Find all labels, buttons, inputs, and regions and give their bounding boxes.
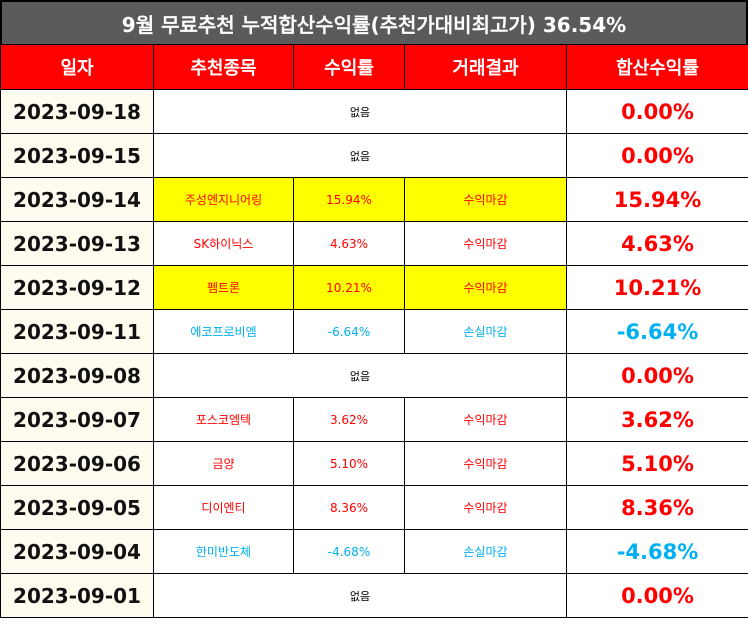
table-row: 2023-09-04 한미반도체 -4.68% 손실마감 -4.68% (0, 529, 748, 574)
date-cell: 2023-09-05 (0, 485, 154, 530)
date-cell: 2023-09-07 (0, 397, 154, 442)
rate-cell: -6.64% (293, 309, 405, 354)
rate-cell: 5.10% (293, 441, 405, 486)
result-cell: 수익마감 (404, 177, 567, 222)
header-stock: 추천종목 (153, 44, 294, 90)
stock-cell: 에코프로비엠 (153, 309, 294, 354)
result-cell: 수익마감 (404, 441, 567, 486)
table-row: 2023-09-18 없음 0.00% (0, 89, 748, 134)
result-cell: 손실마감 (404, 309, 567, 354)
result-cell: 수익마감 (404, 485, 567, 530)
sum-cell: 0.00% (566, 353, 748, 398)
date-cell: 2023-09-04 (0, 529, 154, 574)
sum-cell: 0.00% (566, 89, 748, 134)
date-cell: 2023-09-06 (0, 441, 154, 486)
rate-cell: 8.36% (293, 485, 405, 530)
stock-cell: 디이엔티 (153, 485, 294, 530)
header-sum: 합산수익률 (566, 44, 748, 90)
no-recommendation-cell: 없음 (153, 573, 567, 618)
table-row: 2023-09-07 포스코엠텍 3.62% 수익마감 3.62% (0, 397, 748, 442)
date-cell: 2023-09-08 (0, 353, 154, 398)
stock-cell: SK하이닉스 (153, 221, 294, 266)
sum-cell: -6.64% (566, 309, 748, 354)
sum-cell: 3.62% (566, 397, 748, 442)
table-row: 2023-09-13 SK하이닉스 4.63% 수익마감 4.63% (0, 221, 748, 266)
no-recommendation-cell: 없음 (153, 89, 567, 134)
stock-cell: 펨트론 (153, 265, 294, 310)
stock-cell: 한미반도체 (153, 529, 294, 574)
sum-cell: 10.21% (566, 265, 748, 310)
sum-cell: 15.94% (566, 177, 748, 222)
sum-cell: 8.36% (566, 485, 748, 530)
date-cell: 2023-09-11 (0, 309, 154, 354)
rate-cell: 4.63% (293, 221, 405, 266)
result-cell: 수익마감 (404, 221, 567, 266)
date-cell: 2023-09-18 (0, 89, 154, 134)
table-row: 2023-09-15 없음 0.00% (0, 133, 748, 178)
stock-cell: 주성엔지니어링 (153, 177, 294, 222)
result-cell: 수익마감 (404, 397, 567, 442)
date-cell: 2023-09-13 (0, 221, 154, 266)
result-cell: 수익마감 (404, 265, 567, 310)
recommendation-table: 일자 추천종목 수익률 거래결과 합산수익률 2023-09-18 없음 0.00%… (0, 44, 748, 618)
sum-cell: 5.10% (566, 441, 748, 486)
header-row: 일자 추천종목 수익률 거래결과 합산수익률 (0, 44, 748, 90)
table-row: 2023-09-05 디이엔티 8.36% 수익마감 8.36% (0, 485, 748, 530)
table-row: 2023-09-14 주성엔지니어링 15.94% 수익마감 15.94% (0, 177, 748, 222)
sum-cell: 0.00% (566, 133, 748, 178)
date-cell: 2023-09-14 (0, 177, 154, 222)
no-recommendation-cell: 없음 (153, 133, 567, 178)
header-date: 일자 (0, 44, 154, 90)
date-cell: 2023-09-15 (0, 133, 154, 178)
date-cell: 2023-09-12 (0, 265, 154, 310)
sum-cell: -4.68% (566, 529, 748, 574)
sum-cell: 4.63% (566, 221, 748, 266)
header-result: 거래결과 (404, 44, 567, 90)
table-row: 2023-09-08 없음 0.00% (0, 353, 748, 398)
table-row: 2023-09-11 에코프로비엠 -6.64% 손실마감 -6.64% (0, 309, 748, 354)
rate-cell: 15.94% (293, 177, 405, 222)
date-cell: 2023-09-01 (0, 573, 154, 618)
rate-cell: -4.68% (293, 529, 405, 574)
sum-cell: 0.00% (566, 573, 748, 618)
result-cell: 손실마감 (404, 529, 567, 574)
no-recommendation-cell: 없음 (153, 353, 567, 398)
table-title: 9월 무료추천 누적합산수익률(추천가대비최고가) 36.54% (0, 0, 748, 44)
stock-cell: 포스코엠텍 (153, 397, 294, 442)
rate-cell: 10.21% (293, 265, 405, 310)
table-row: 2023-09-01 없음 0.00% (0, 573, 748, 618)
table-row: 2023-09-12 펨트론 10.21% 수익마감 10.21% (0, 265, 748, 310)
rate-cell: 3.62% (293, 397, 405, 442)
stock-cell: 금양 (153, 441, 294, 486)
header-rate: 수익률 (293, 44, 405, 90)
table-row: 2023-09-06 금양 5.10% 수익마감 5.10% (0, 441, 748, 486)
